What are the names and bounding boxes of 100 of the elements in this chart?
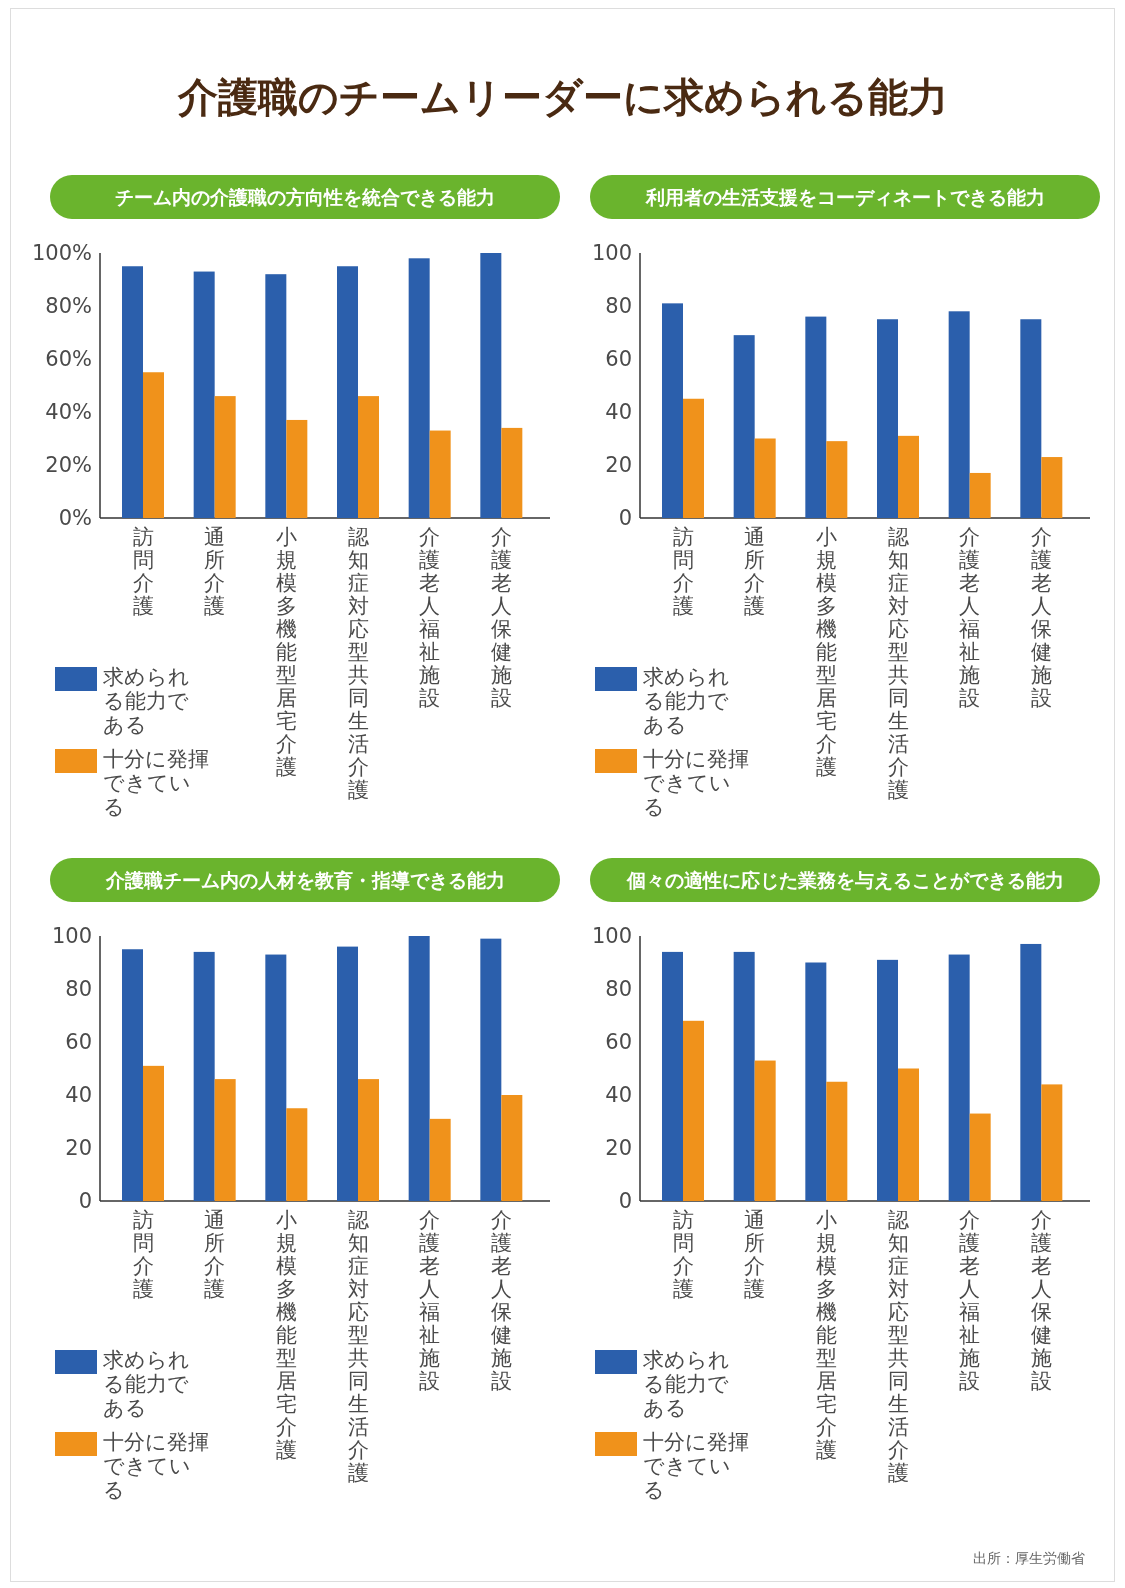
bar bbox=[480, 253, 502, 518]
chart-title: 介護職チーム内の人材を教育・指導できる能力 bbox=[50, 858, 560, 902]
y-tick-label: 100% bbox=[31, 241, 92, 265]
x-tick-label: 介護老人福祉施設 bbox=[958, 1208, 981, 1393]
x-tick-label: 通所介護 bbox=[743, 525, 766, 618]
category-label: 小規模多機能型居宅介護 bbox=[815, 1208, 837, 1462]
bar bbox=[193, 271, 215, 518]
bar bbox=[408, 936, 430, 1201]
y-tick-label: 20 bbox=[65, 1136, 92, 1160]
bar bbox=[826, 1081, 848, 1201]
bar bbox=[1020, 943, 1042, 1201]
bar bbox=[898, 1068, 919, 1201]
y-tick-label: 80% bbox=[45, 294, 92, 318]
text: 介護職のチームリーダーに求められる能力 bbox=[176, 73, 949, 122]
y-tick-label: 0 bbox=[618, 506, 632, 530]
bar bbox=[969, 472, 991, 518]
category-label: 認知症対応型共同生活介護 bbox=[347, 1208, 369, 1485]
bar bbox=[826, 441, 848, 518]
bar bbox=[480, 938, 502, 1201]
y-tick-label: 0% bbox=[58, 506, 92, 530]
x-tick-label: 訪問介護 bbox=[672, 525, 694, 618]
x-tick-label: 通所介護 bbox=[203, 1208, 226, 1301]
chart-title: チーム内の介護職の方向性を統合できる能力 bbox=[50, 175, 560, 219]
bar bbox=[969, 1113, 991, 1201]
x-tick-label: 通所介護 bbox=[743, 1208, 766, 1301]
legend-label: 求められる能力である bbox=[643, 1348, 731, 1420]
bar bbox=[214, 1079, 236, 1201]
bar bbox=[286, 1108, 308, 1201]
bar bbox=[122, 266, 143, 518]
bar bbox=[265, 274, 287, 518]
y-tick-label: 100 bbox=[591, 241, 632, 265]
bar bbox=[683, 398, 704, 518]
bar bbox=[805, 962, 827, 1201]
category-label: 小規模多機能型居宅介護 bbox=[275, 1208, 297, 1462]
y-tick-label: 60 bbox=[605, 347, 632, 371]
y-tick-label: 0 bbox=[78, 1189, 92, 1213]
x-tick-label: 介護老人福祉施設 bbox=[958, 525, 981, 710]
bar bbox=[1020, 319, 1042, 518]
x-tick-label: 介護老人保健施設 bbox=[1030, 1208, 1053, 1393]
bar bbox=[214, 396, 236, 518]
bar bbox=[683, 1020, 704, 1201]
legend-label: 十分に発揮できている bbox=[103, 747, 210, 819]
bar bbox=[948, 954, 970, 1201]
bar bbox=[662, 303, 683, 518]
x-tick-label: 訪問介護 bbox=[132, 525, 154, 618]
bar bbox=[1041, 457, 1063, 518]
category-label: 認知症対応型共同生活介護 bbox=[347, 525, 369, 802]
bar bbox=[193, 951, 215, 1201]
x-tick-label: 介護老人保健施設 bbox=[490, 525, 513, 710]
y-tick-label: 40 bbox=[605, 1083, 632, 1107]
x-tick-label: 介護老人福祉施設 bbox=[418, 1208, 441, 1393]
bar bbox=[754, 438, 776, 518]
category-label: 認知症対応型共同生活介護 bbox=[887, 1208, 909, 1485]
bar bbox=[501, 427, 523, 518]
text: 出所：厚生労働省 bbox=[973, 1550, 1085, 1568]
bar bbox=[898, 435, 919, 518]
y-tick-label: 80 bbox=[605, 294, 632, 318]
y-tick-label: 60 bbox=[65, 1030, 92, 1054]
bar bbox=[337, 946, 358, 1201]
bar bbox=[429, 430, 451, 518]
bar bbox=[733, 335, 755, 518]
bar bbox=[143, 372, 164, 518]
category-label: 小規模多機能型居宅介護 bbox=[275, 525, 297, 779]
bar bbox=[754, 1060, 776, 1201]
bar bbox=[877, 319, 898, 518]
bar bbox=[1041, 1084, 1063, 1201]
y-tick-label: 20 bbox=[605, 1136, 632, 1160]
legend-label: 求められる能力である bbox=[103, 665, 191, 737]
bar bbox=[948, 311, 970, 518]
legend-label: 十分に発揮できている bbox=[103, 1430, 210, 1502]
bar bbox=[408, 258, 430, 518]
bar bbox=[286, 419, 308, 518]
bar bbox=[337, 266, 358, 518]
y-tick-label: 100 bbox=[51, 924, 92, 948]
bar bbox=[501, 1095, 523, 1201]
legend-label: 十分に発揮できている bbox=[643, 747, 750, 819]
x-tick-label: 通所介護 bbox=[203, 525, 226, 618]
chart-title: 個々の適性に応じた業務を与えることができる能力 bbox=[590, 858, 1100, 902]
y-tick-label: 40% bbox=[45, 400, 92, 424]
y-tick-label: 20 bbox=[605, 453, 632, 477]
bar bbox=[733, 951, 755, 1201]
legend-label: 十分に発揮できている bbox=[643, 1430, 750, 1502]
y-tick-label: 60 bbox=[605, 1030, 632, 1054]
y-tick-label: 80 bbox=[65, 977, 92, 1001]
legend-label: 求められる能力である bbox=[643, 665, 731, 737]
y-tick-label: 60% bbox=[45, 347, 92, 371]
bar bbox=[877, 959, 898, 1201]
x-tick-label: 介護老人保健施設 bbox=[1030, 525, 1053, 710]
bar bbox=[265, 954, 287, 1201]
category-label: 認知症対応型共同生活介護 bbox=[887, 525, 909, 802]
y-tick-label: 40 bbox=[65, 1083, 92, 1107]
x-tick-label: 訪問介護 bbox=[132, 1208, 154, 1301]
bar bbox=[358, 1079, 379, 1201]
bar bbox=[805, 316, 827, 518]
x-tick-label: 訪問介護 bbox=[672, 1208, 694, 1301]
x-tick-label: 介護老人福祉施設 bbox=[418, 525, 441, 710]
x-tick-label: 介護老人保健施設 bbox=[490, 1208, 513, 1393]
y-tick-label: 20% bbox=[45, 453, 92, 477]
bar bbox=[143, 1065, 164, 1201]
chart-title: 利用者の生活支援をコーディネートできる能力 bbox=[590, 175, 1100, 219]
